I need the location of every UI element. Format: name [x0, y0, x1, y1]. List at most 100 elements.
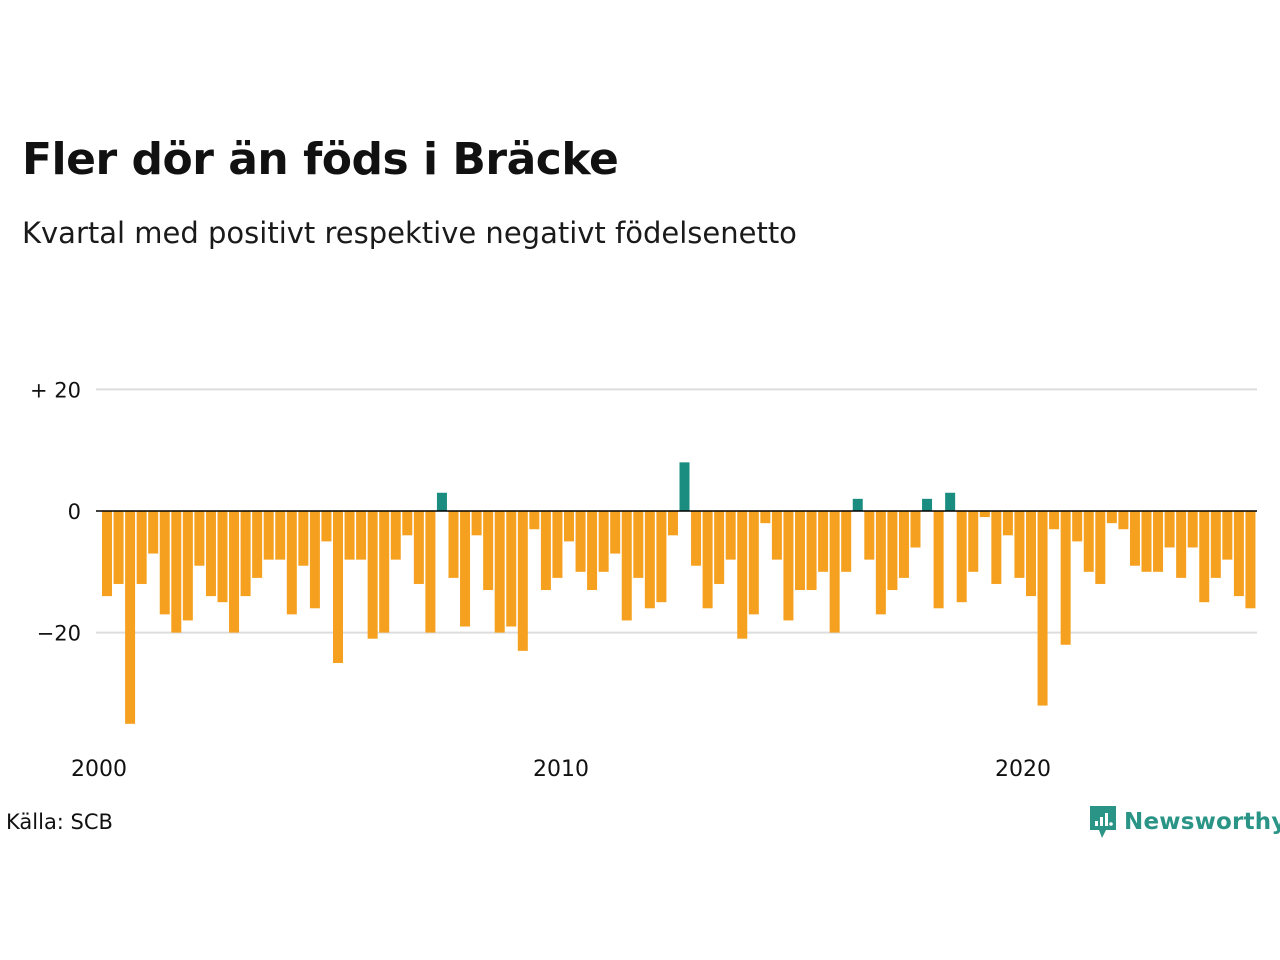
bar	[517, 511, 528, 651]
x-tick-label: 2000	[71, 757, 127, 782]
chart-title: Fler dör än föds i Bräcke	[22, 134, 619, 185]
y-tick-label: 0	[68, 500, 81, 524]
bar	[1245, 511, 1256, 609]
bar	[425, 511, 436, 633]
bar	[194, 511, 205, 566]
bar	[852, 498, 863, 511]
bar	[402, 511, 413, 536]
bar	[1199, 511, 1210, 603]
bar	[356, 511, 367, 560]
bar	[644, 511, 655, 609]
brand-name: Newsworthy	[1124, 809, 1280, 835]
bar	[1083, 511, 1094, 572]
bar	[367, 511, 378, 639]
bar	[529, 511, 540, 530]
bar	[1129, 511, 1140, 566]
newsworthy-logo-icon	[1090, 806, 1116, 838]
bar	[379, 511, 390, 633]
bar	[633, 511, 644, 578]
bar	[841, 511, 852, 572]
bar	[171, 511, 182, 633]
axis: + 20 0 −20 2000 2010 2020	[30, 378, 1257, 782]
bar	[679, 462, 690, 511]
bar	[344, 511, 355, 560]
bar	[621, 511, 632, 621]
bar	[229, 511, 240, 633]
bar	[113, 511, 124, 584]
bar	[737, 511, 748, 639]
bar	[1176, 511, 1187, 578]
y-tick-label: −20	[37, 622, 81, 646]
bar	[413, 511, 424, 584]
bar	[471, 511, 482, 536]
bar	[783, 511, 794, 621]
newsworthy-logo: Newsworthy	[1088, 804, 1280, 840]
bar	[506, 511, 517, 627]
bar	[182, 511, 193, 621]
bar	[656, 511, 667, 603]
bar	[818, 511, 829, 572]
bar	[945, 492, 956, 511]
bar	[240, 511, 251, 597]
bar	[748, 511, 759, 615]
bar	[979, 511, 990, 518]
bar	[321, 511, 332, 542]
bar	[102, 511, 112, 597]
bar	[1222, 511, 1233, 560]
bar	[1072, 511, 1083, 542]
bar	[575, 511, 586, 572]
bar	[991, 511, 1002, 584]
bar	[1002, 511, 1013, 536]
bar	[333, 511, 343, 663]
bar	[1153, 511, 1164, 572]
bar	[898, 511, 909, 578]
bar	[610, 511, 621, 554]
x-tick-label: 2020	[995, 757, 1051, 782]
bar	[275, 511, 286, 560]
bar	[205, 511, 216, 597]
bar	[1233, 511, 1244, 597]
bar	[1026, 511, 1036, 597]
bar	[436, 492, 447, 511]
bar	[922, 498, 933, 511]
bar	[795, 511, 805, 591]
bar	[771, 511, 782, 560]
bar	[956, 511, 967, 603]
bar	[390, 511, 401, 560]
bar	[217, 511, 228, 603]
bar	[887, 511, 898, 591]
bar-chart: + 20 0 −20 2000 2010 2020	[30, 378, 1257, 782]
bar	[125, 511, 136, 724]
bar	[714, 511, 725, 584]
bar	[286, 511, 297, 615]
bar	[309, 511, 320, 609]
bar	[564, 511, 574, 542]
bar	[1141, 511, 1152, 572]
bar	[1187, 511, 1198, 548]
bar	[1210, 511, 1221, 578]
chart-subtitle: Kvartal med positivt respektive negativt…	[22, 216, 797, 250]
bar	[667, 511, 678, 536]
bar	[875, 511, 886, 615]
bar	[252, 511, 263, 578]
bar	[1095, 511, 1106, 584]
bar	[725, 511, 736, 560]
bar	[702, 511, 713, 609]
bar	[494, 511, 505, 633]
bar	[483, 511, 494, 591]
bar	[552, 511, 563, 578]
bar	[864, 511, 875, 560]
bar	[1049, 511, 1060, 530]
bar	[1037, 511, 1048, 706]
bar	[933, 511, 944, 609]
bar	[1014, 511, 1025, 578]
bar	[760, 511, 771, 524]
bar	[448, 511, 459, 578]
bar	[587, 511, 598, 591]
bar	[298, 511, 309, 566]
source-note: Källa: SCB	[6, 810, 113, 834]
bar	[910, 511, 921, 548]
bar	[540, 511, 551, 591]
bar	[148, 511, 159, 554]
bar	[460, 511, 471, 627]
